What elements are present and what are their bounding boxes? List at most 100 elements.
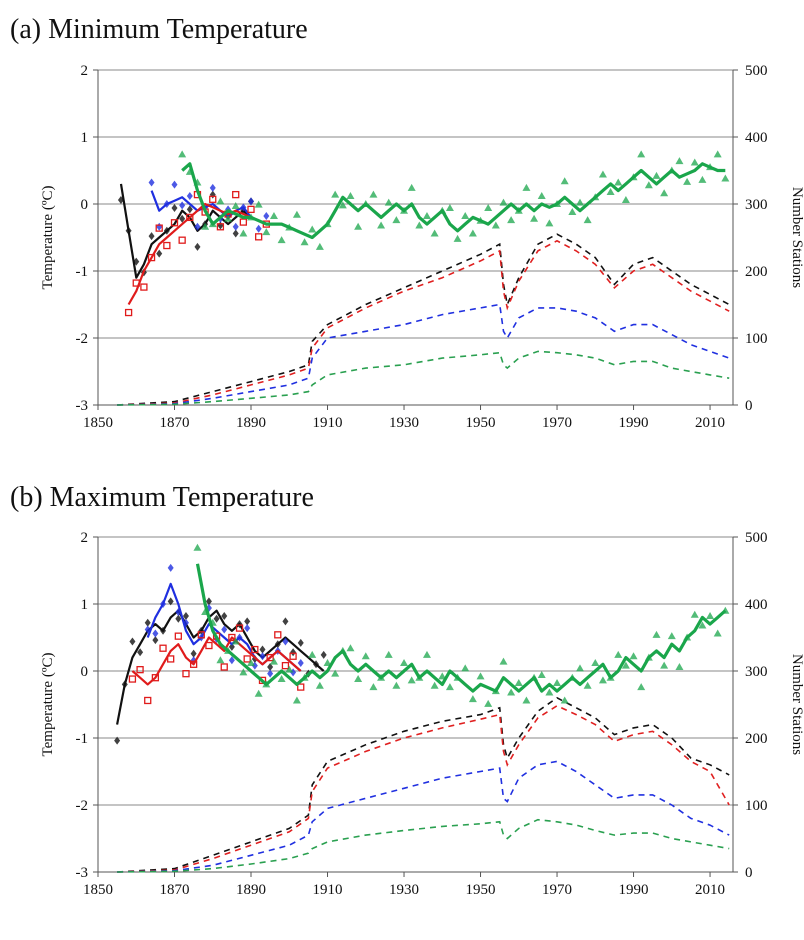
data-point (277, 236, 286, 244)
data-point (228, 633, 236, 642)
data-point (683, 177, 692, 185)
x-tick-label: 1910 (313, 882, 343, 898)
data-point (167, 563, 174, 572)
data-point (269, 212, 278, 220)
data-point (221, 612, 228, 621)
data-point (231, 637, 240, 645)
data-point (713, 629, 722, 637)
data-point (667, 632, 676, 640)
data-point (221, 625, 228, 634)
data-point (568, 208, 577, 216)
data-point (430, 681, 439, 689)
data-point (461, 212, 470, 220)
data-point (244, 624, 251, 633)
data-point (652, 171, 661, 179)
data-point (384, 650, 393, 658)
data-point (537, 671, 546, 679)
data-point (254, 689, 263, 697)
x-tick-label: 1850 (83, 415, 113, 431)
data-point (545, 219, 554, 227)
data-point (209, 195, 217, 203)
data-point (129, 637, 136, 646)
data-point (128, 675, 137, 683)
data-point (369, 683, 378, 691)
data-point (289, 652, 297, 660)
data-point (232, 190, 240, 199)
data-point (499, 198, 508, 206)
data-point (331, 669, 340, 677)
data-point (297, 683, 305, 691)
y2-tick-label: 400 (745, 130, 768, 146)
data-point (706, 612, 715, 620)
data-point (606, 187, 615, 195)
data-point (320, 650, 327, 659)
data-point (262, 228, 271, 236)
data-point (629, 652, 638, 660)
data-point (175, 608, 182, 617)
x-tick-label: 2010 (695, 882, 725, 898)
data-point (244, 617, 251, 626)
data-point (338, 201, 347, 209)
data-point (621, 195, 630, 203)
data-point (690, 158, 699, 166)
data-point (598, 676, 607, 684)
data-point (675, 157, 684, 165)
data-point (144, 618, 151, 627)
y-tick-label: 0 (81, 197, 89, 213)
data-point (205, 604, 212, 613)
data-point (660, 189, 669, 197)
data-point (553, 679, 562, 687)
data-point (583, 681, 592, 689)
data-point (297, 638, 304, 647)
data-point (216, 656, 225, 664)
data-point (179, 214, 186, 223)
data-point (675, 662, 684, 670)
data-point (114, 736, 121, 745)
data-point (346, 191, 355, 199)
data-point (292, 210, 301, 218)
data-point (369, 190, 378, 198)
data-point (209, 183, 216, 192)
x-tick-label: 1870 (160, 415, 190, 431)
y2-tick-label: 400 (745, 597, 768, 613)
panel-minimum-temperature: -3 -2 -1 0 1 2 0 100 200 300 400 500 1850 1870 1890 191… (10, 14, 804, 431)
data-point (186, 213, 194, 222)
data-point (407, 676, 416, 684)
y2-tick-label: 500 (745, 530, 768, 546)
y2-tick-label: 300 (745, 664, 768, 680)
data-point (308, 225, 317, 233)
x-tick-label: 2010 (695, 415, 725, 431)
data-point (721, 174, 730, 182)
data-point (644, 181, 653, 189)
station-count-line (117, 818, 730, 873)
data-point (407, 183, 416, 191)
data-point (354, 222, 363, 230)
y2-tick-label: 200 (745, 731, 768, 747)
y-tick-label: -1 (76, 731, 89, 747)
y-tick-label: -3 (76, 398, 89, 414)
x-tick-label: 1930 (389, 882, 419, 898)
data-point (194, 222, 201, 231)
y-tick-label: 2 (81, 63, 89, 79)
x-tick-label: 1890 (236, 415, 266, 431)
data-point (507, 216, 516, 224)
data-point (189, 660, 198, 668)
data-point (323, 658, 332, 666)
y-tick-label: 1 (81, 130, 89, 146)
y-axis-title: Temperature (ºC) (40, 186, 56, 290)
data-point (232, 229, 239, 238)
data-point (175, 614, 182, 623)
data-point (259, 652, 266, 661)
data-point (507, 688, 516, 696)
data-point (282, 637, 289, 646)
data-point (445, 204, 454, 212)
x-tick-label: 1910 (313, 415, 343, 431)
data-point (251, 645, 259, 654)
data-point (445, 683, 454, 691)
data-point (392, 681, 401, 689)
data-point (575, 664, 584, 672)
y2-tick-label: 100 (745, 331, 768, 347)
data-point (476, 672, 485, 680)
data-point (354, 675, 363, 683)
